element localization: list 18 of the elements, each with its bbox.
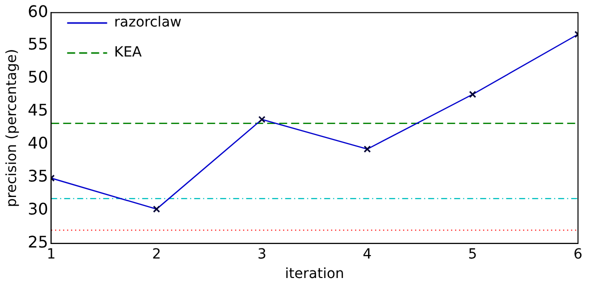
x-tick-label: 2 [152,246,161,262]
y-tick-label: 35 [28,166,48,186]
x-tick-label: 1 [46,246,56,262]
x-tick-label: 3 [257,246,266,262]
y-tick-label: 50 [28,68,48,87]
y-tick-label: 45 [28,100,48,120]
x-tick-label: 4 [362,246,372,262]
y-axis-title: precision (percentage) [4,48,20,208]
y-tick-label: 30 [28,200,48,219]
y-tick-label: 25 [28,232,48,252]
y-tick-label: 55 [28,34,48,54]
y-tick-label: 40 [28,134,48,153]
x-tick-label: 5 [468,246,478,262]
x-tick-label: 6 [574,246,583,262]
y-tick-label: 60 [28,2,48,21]
legend-label: KEA [114,44,142,61]
x-axis-title: iteration [285,266,344,282]
legend-label: razorclaw [114,14,182,31]
